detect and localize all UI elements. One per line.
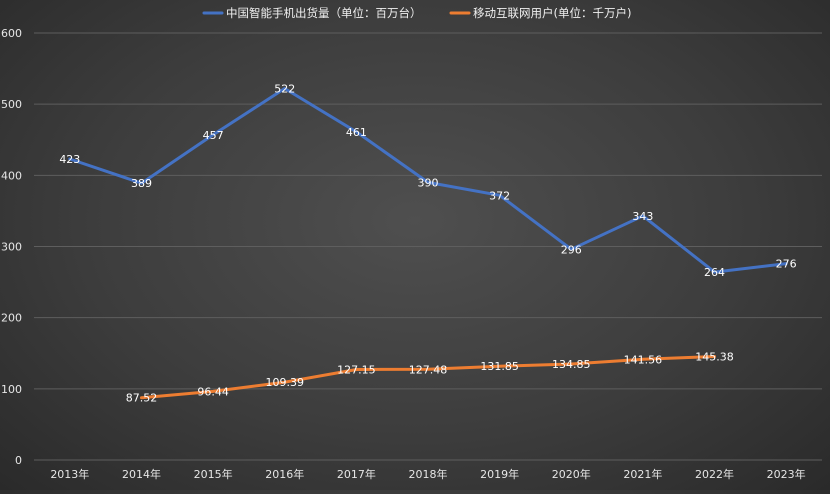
series-line-2 xyxy=(140,355,716,400)
data-label: 96.44 xyxy=(197,385,229,398)
data-label: 372 xyxy=(489,189,510,202)
y-tick-label: 300 xyxy=(1,241,22,254)
data-label: 134.85 xyxy=(552,358,591,371)
x-tick-label: 2023年 xyxy=(767,467,806,481)
series-lines xyxy=(68,87,788,400)
data-label: 423 xyxy=(59,153,80,166)
x-tick-label: 2014年 xyxy=(122,467,161,481)
data-label: 390 xyxy=(418,176,439,189)
gridlines xyxy=(34,32,822,461)
x-tick-label: 2016年 xyxy=(265,467,304,481)
data-label: 87.52 xyxy=(126,392,158,405)
data-label: 264 xyxy=(704,266,725,279)
y-tick-label: 500 xyxy=(1,98,22,111)
legend: 中国智能手机出货量（单位：百万台） 移动互联网用户(单位：千万户) xyxy=(202,6,631,20)
data-label: 389 xyxy=(131,177,152,190)
x-tick-label: 2013年 xyxy=(50,467,89,481)
x-tick-label: 2021年 xyxy=(623,467,662,481)
x-tick-label: 2018年 xyxy=(409,467,448,481)
y-tick-label: 100 xyxy=(1,383,22,396)
data-label: 109.39 xyxy=(265,376,304,389)
legend-label-1: 中国智能手机出货量（单位：百万台） xyxy=(226,6,422,20)
data-labels: 423 389 457 522 461 390 372 296 343 264 276 87.52 96… xyxy=(59,83,796,405)
x-tick-label: 2022年 xyxy=(695,467,734,481)
y-tick-label: 600 xyxy=(1,27,22,40)
data-label: 276 xyxy=(776,258,797,271)
data-label: 296 xyxy=(561,243,582,256)
data-label: 131.85 xyxy=(480,360,519,373)
y-tick-label: 200 xyxy=(1,312,22,325)
x-tick-label: 2019年 xyxy=(480,467,519,481)
x-tick-label: 2015年 xyxy=(194,467,233,481)
data-label: 145.38 xyxy=(695,351,734,364)
data-label: 522 xyxy=(274,83,295,96)
data-label: 127.48 xyxy=(409,363,448,376)
x-tick-label: 2020年 xyxy=(552,467,591,481)
series-line-1 xyxy=(68,87,788,274)
y-axis-ticks: 0 100 200 300 400 500 600 xyxy=(1,27,22,467)
y-tick-label: 400 xyxy=(1,169,22,182)
legend-label-2: 移动互联网用户(单位：千万户) xyxy=(473,6,631,20)
y-tick-label: 0 xyxy=(15,454,22,467)
x-tick-label: 2017年 xyxy=(337,467,376,481)
data-label: 461 xyxy=(346,126,367,139)
x-axis-ticks: 2013年 2014年 2015年 2016年 2017年 2018年 2019年 2020年… xyxy=(50,467,805,481)
data-label: 343 xyxy=(632,210,653,223)
data-label: 127.15 xyxy=(337,364,376,377)
data-label: 457 xyxy=(203,129,224,142)
data-label: 141.56 xyxy=(624,353,663,366)
